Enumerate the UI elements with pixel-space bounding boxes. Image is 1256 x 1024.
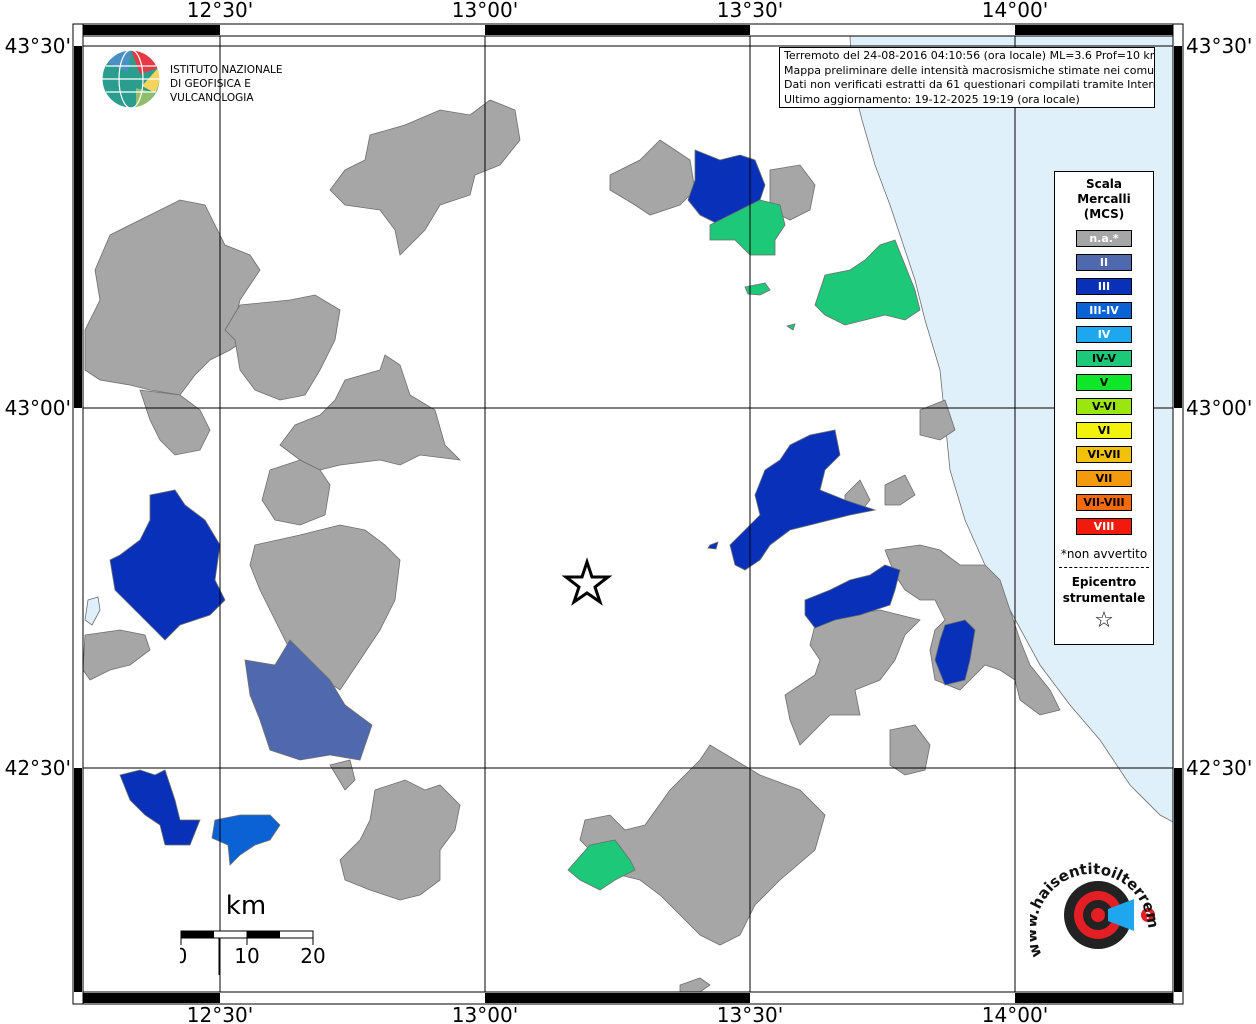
haisentito-logo: ? www.haisentitoilterremoto.it	[1022, 841, 1170, 975]
municipalities-IV-V	[567, 199, 921, 891]
lon-label-top: 14°00'	[982, 0, 1048, 22]
municipality-na	[249, 524, 401, 691]
legend-swatch: III-IV	[1076, 302, 1132, 319]
municipality-intensity-III	[109, 489, 226, 641]
ingv-globe-icon	[101, 49, 161, 109]
municipality-intensity-III	[707, 541, 719, 550]
legend-title-line3: (MCS)	[1083, 207, 1125, 221]
municipality-na	[784, 609, 921, 746]
lon-label-bottom: 13°30'	[717, 1003, 783, 1024]
lon-label-top: 13°30'	[717, 0, 783, 22]
graticule	[83, 36, 1173, 992]
municipalities-III	[109, 149, 976, 846]
municipality-na	[339, 779, 461, 901]
municipality-na	[889, 724, 931, 776]
municipality-na	[884, 474, 916, 506]
legend-title-line1: Scala	[1085, 177, 1123, 191]
municipality-intensity-III	[729, 429, 877, 571]
legend-swatch: n.a.*	[1076, 230, 1132, 247]
municipality-na	[919, 399, 956, 441]
municipality-na	[224, 294, 341, 401]
municipality-intensity-IV-V	[567, 839, 636, 891]
ingv-logo: Istituto Nazionale di Geofisica e Vulcan…	[100, 48, 330, 110]
map-description: Mappa preliminare delle intensità macros…	[784, 63, 1155, 77]
event-info-box: Terremoto del 24-08-2016 04:10:56 (ora l…	[779, 47, 1155, 108]
municipality-na	[279, 354, 462, 471]
municipalities-na	[82, 99, 1061, 993]
legend-note: *non avvertito	[1060, 547, 1148, 561]
scale-tick-label: 10	[234, 944, 259, 968]
legend-swatch: VIII	[1076, 518, 1132, 535]
municipality-intensity-IV-V	[814, 239, 921, 326]
longitude-labels-bottom: 12°30' 13°00' 13°30' 14°00'	[187, 1003, 1048, 1024]
epicenter-legend-star-icon: ☆	[1094, 608, 1114, 633]
map-frame	[72, 23, 1184, 1005]
ingv-logo-text: Istituto Nazionale di Geofisica e Vulcan…	[170, 63, 330, 105]
lat-label-right: 42°30'	[1186, 756, 1252, 780]
lat-label-right: 43°00'	[1186, 396, 1252, 420]
last-update: Ultimo aggiornamento: 19-12-2025 19:19 (…	[784, 92, 1080, 106]
latitude-labels-right: 43°30' 43°00' 42°30'	[1186, 34, 1252, 780]
ingv-line1: Istituto Nazionale	[170, 64, 283, 76]
municipality-intensity-III-IV	[211, 814, 281, 866]
legend-swatch: VI-VII	[1076, 446, 1132, 463]
municipality-na	[679, 977, 711, 993]
legend-title: Scala Mercalli (MCS)	[1055, 177, 1153, 222]
scale-tick-label: 20	[300, 944, 325, 968]
lon-label-bottom: 13°00'	[452, 1003, 518, 1024]
legend-separator	[1059, 567, 1149, 568]
epicenter-star-icon	[561, 557, 613, 606]
epicenter-label-line2: strumentale	[1062, 591, 1146, 605]
legend-swatches: n.a.* II III III-IV IV IV-V V V-VI VI VI-VII VII VI…	[1055, 230, 1153, 535]
lat-label-right: 43°30'	[1186, 34, 1252, 58]
scale-bar-segment	[181, 931, 214, 938]
lat-label-left: 43°00'	[5, 396, 71, 420]
municipality-intensity-III	[119, 769, 201, 846]
legend-swatch: IV-V	[1076, 350, 1132, 367]
lon-label-bottom: 12°30'	[187, 1003, 253, 1024]
lon-label-top: 12°30'	[187, 0, 253, 22]
scale-bar: km 0 10 20	[175, 885, 340, 975]
lake	[84, 596, 101, 626]
municipality-intensity-II	[244, 639, 373, 761]
scale-tick-label: 0	[180, 944, 187, 968]
legend-swatch: VI	[1076, 422, 1132, 439]
lat-label-left: 42°30'	[5, 756, 71, 780]
legend-swatch: VII-VIII	[1076, 494, 1132, 511]
epicenter-legend-label: Epicentro strumentale	[1055, 574, 1153, 606]
municipality-intensity-III	[934, 619, 976, 686]
scale-unit: km	[226, 891, 266, 921]
lon-label-top: 13°00'	[452, 0, 518, 22]
municipality-intensity-IV-V	[786, 323, 796, 331]
legend-swatch: III	[1076, 278, 1132, 295]
longitude-labels-top: 12°30' 13°00' 13°30' 14°00'	[187, 0, 1048, 22]
legend-swatch: IV	[1076, 326, 1132, 343]
event-description: Terremoto del 24-08-2016 04:10:56 (ora l…	[784, 49, 1155, 62]
legend-swatch: V-VI	[1076, 398, 1132, 415]
scale-bar-segment	[247, 931, 280, 938]
municipality-na	[329, 99, 521, 256]
municipality-intensity-III	[804, 564, 901, 629]
legend-swatch: VII	[1076, 470, 1132, 487]
municipality-na	[579, 744, 826, 946]
legend-title-line2: Mercalli	[1077, 192, 1131, 206]
lat-label-left: 43°30'	[5, 34, 71, 58]
data-source-note: Dati non verificati estratti da 61 quest…	[784, 78, 1155, 91]
latitude-labels-left: 43°30' 43°00' 42°30'	[5, 34, 71, 780]
svg-text:?: ?	[1145, 911, 1151, 922]
ingv-line2: di Geofisica e Vulcanologia	[170, 78, 254, 104]
megaphone-icon	[1108, 899, 1134, 931]
municipality-intensity-IV-V	[744, 282, 771, 296]
legend-swatch: V	[1076, 374, 1132, 391]
intensity-legend: Scala Mercalli (MCS) n.a.* II III III-IV IV I…	[1054, 171, 1154, 645]
municipality-intensity-IV-V	[709, 199, 786, 256]
municipality-na	[261, 459, 331, 526]
epicenter-label-line1: Epicentro	[1071, 575, 1137, 589]
municipality-na	[139, 389, 211, 456]
lon-label-bottom: 14°00'	[982, 1003, 1048, 1024]
municipality-na	[82, 629, 151, 681]
legend-swatch: II	[1076, 254, 1132, 271]
